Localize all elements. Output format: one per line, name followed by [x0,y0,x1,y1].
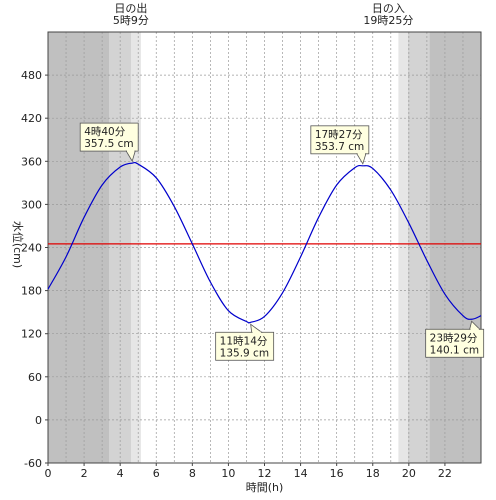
x-tick-label: 22 [438,467,452,480]
y-tick-label: 60 [28,371,42,384]
sunset-time: 19時25分 [363,14,413,27]
y-tick-label: 420 [21,112,42,125]
callout-time: 23時29分 [430,332,478,344]
shade-band [48,32,110,463]
y-tick-label: 360 [21,155,42,168]
grid [48,32,481,463]
tide-curve [47,161,482,324]
x-tick-label: 6 [153,467,160,480]
y-tick-label: 180 [21,285,42,298]
callout-value: 353.7 cm [315,141,364,153]
shade-band [407,32,430,463]
callout-box [79,122,139,152]
x-tick-label: 18 [366,467,380,480]
sunset-label: 日の入 [372,2,405,15]
callout-box [310,125,370,155]
callout-box [425,328,485,358]
callout-time: 4時40分 [84,126,126,138]
y-tick-label: -60 [24,457,42,470]
y-tick-label: 120 [21,328,42,341]
callout-value: 357.5 cm [84,138,133,150]
x-tick-label: 14 [294,467,308,480]
y-tick-label: 480 [21,69,42,82]
x-tick-label: 0 [45,467,52,480]
y-axis-label: 水位(cm) [11,221,25,268]
callout-time: 11時14分 [220,335,268,347]
shade-band [398,32,408,463]
sunrise-time: 5時9分 [113,14,149,27]
callout-value: 135.9 cm [220,347,269,359]
y-tick-label: 300 [21,198,42,211]
x-tick-label: 4 [117,467,124,480]
sunrise-label: 日の出 [114,1,147,15]
y-tick-label: 0 [35,414,42,427]
x-tick-label: 20 [402,467,416,480]
x-tick-label: 12 [258,467,272,480]
x-tick-label: 10 [221,467,235,480]
x-tick-label: 2 [81,467,88,480]
x-tick-label: 8 [189,467,196,480]
callout-box [215,331,275,361]
x-tick-labels: 0 2 4 6 8 10 12 14 16 18 20 22 [45,463,452,480]
series-group [47,161,482,324]
callout-time: 17時27分 [315,129,363,141]
shade-band [130,32,141,463]
x-axis-label: 時間(h) [246,481,284,494]
sun-labels: 日の出 5時9分 日の入 19時25分 [113,1,413,27]
callout-value: 140.1 cm [430,344,479,356]
x-tick-label: 16 [330,467,344,480]
y-tick-labels: -60 0 60 120 180 240 300 360 420 480 [21,69,48,470]
y-tick-label: 240 [21,242,42,255]
